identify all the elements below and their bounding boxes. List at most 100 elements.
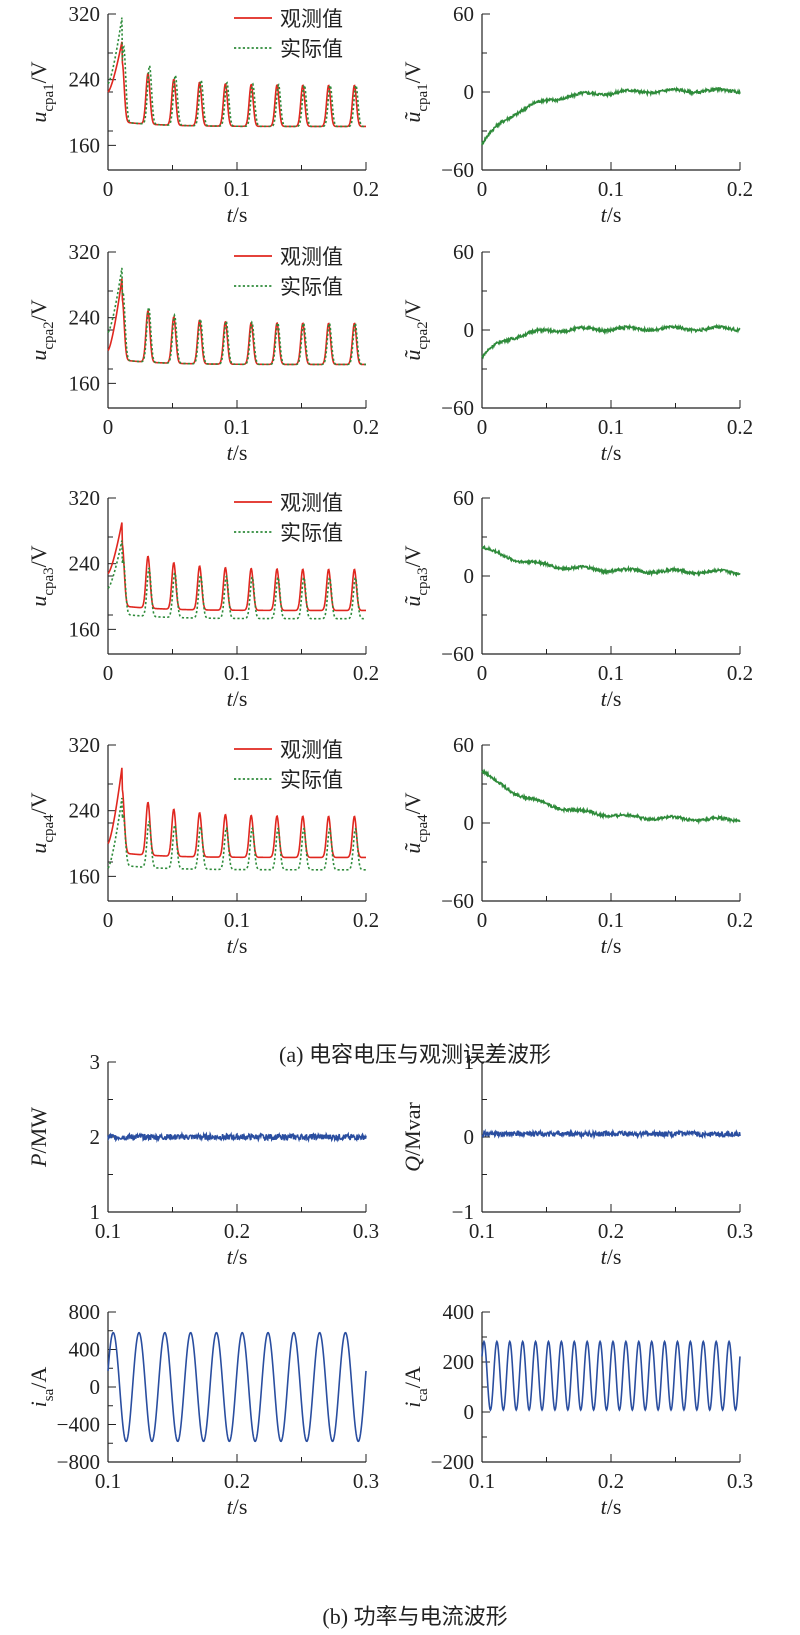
y-tick-label: −60 xyxy=(441,158,474,182)
y-tick-label: 320 xyxy=(69,486,101,510)
x-tick-label: 0 xyxy=(103,177,114,201)
x-tick-label: 0.3 xyxy=(353,1219,379,1243)
series-line-signal xyxy=(107,1331,367,1443)
x-tick-label: 0 xyxy=(103,415,114,439)
series-line-signal xyxy=(107,1130,367,1143)
x-tick-label: 0.1 xyxy=(598,415,624,439)
y-axis-label: ica/A xyxy=(400,1366,431,1408)
series-line-signal xyxy=(481,768,741,825)
y-tick-label: 320 xyxy=(69,240,101,264)
x-axis-label: t/s xyxy=(601,933,622,958)
y-tick-label: 160 xyxy=(69,133,101,157)
series-line-signal xyxy=(481,1339,741,1412)
y-axis-label: ucpa2/V xyxy=(26,299,57,360)
y-tick-label: 0 xyxy=(464,811,475,835)
x-tick-label: 0.2 xyxy=(727,661,753,685)
legend-label: 观测值 xyxy=(280,7,343,31)
x-tick-label: 0.2 xyxy=(727,415,753,439)
x-tick-label: 0.1 xyxy=(224,177,250,201)
y-tick-label: 200 xyxy=(443,1350,475,1374)
x-axis-label: t/s xyxy=(227,1244,248,1269)
x-tick-label: 0 xyxy=(103,661,114,685)
y-tick-label: −400 xyxy=(57,1413,100,1437)
legend-label: 观测值 xyxy=(280,245,343,269)
y-tick-label: 1 xyxy=(90,1200,101,1224)
x-axis-label: t/s xyxy=(227,202,248,227)
y-tick-label: 240 xyxy=(69,68,101,92)
y-axis-label: ũcpa4/V xyxy=(400,792,431,853)
y-axis-label: ucpa4/V xyxy=(26,792,57,853)
y-tick-label: 240 xyxy=(69,552,101,576)
caption-b: (b) 功率与电流波形 xyxy=(322,1604,507,1629)
x-tick-label: 0 xyxy=(103,908,114,932)
x-axis-label: t/s xyxy=(601,440,622,465)
x-tick-label: 0.2 xyxy=(353,177,379,201)
x-tick-label: 0.2 xyxy=(598,1219,624,1243)
y-tick-label: −800 xyxy=(57,1450,100,1474)
x-axis-label: t/s xyxy=(227,1494,248,1519)
chart-Q: −1 0 1 0.1 0.2 0.3 t/s Q/Mvar xyxy=(400,1050,753,1269)
chart-P: 1 2 3 0.1 0.2 0.3 t/s P/MW xyxy=(26,1050,379,1269)
legend-label: 实际值 xyxy=(280,768,343,792)
y-tick-label: 160 xyxy=(69,864,101,888)
series-line-actual xyxy=(107,267,366,366)
y-tick-label: 320 xyxy=(69,2,101,26)
series-line-actual xyxy=(107,797,366,871)
series-line-actual xyxy=(107,17,366,128)
y-tick-label: 2 xyxy=(90,1125,101,1149)
x-tick-label: 0 xyxy=(477,661,488,685)
y-tick-label: −1 xyxy=(452,1200,474,1224)
y-tick-label: −200 xyxy=(431,1450,474,1474)
y-tick-label: 60 xyxy=(453,733,474,757)
caption-a: (a) 电容电压与观测误差波形 xyxy=(279,1042,551,1067)
series-line-signal xyxy=(481,544,741,578)
x-tick-label: 0.3 xyxy=(727,1469,753,1493)
y-tick-label: 60 xyxy=(453,240,474,264)
y-axis-label: P/MW xyxy=(26,1107,51,1168)
x-tick-label: 0.2 xyxy=(224,1219,250,1243)
y-tick-label: 0 xyxy=(464,1125,475,1149)
series-line-signal xyxy=(481,323,741,360)
y-axis-label: isa/A xyxy=(26,1367,57,1408)
x-tick-label: 0.1 xyxy=(224,415,250,439)
x-tick-label: 0.1 xyxy=(598,177,624,201)
y-tick-label: 0 xyxy=(464,80,475,104)
y-tick-label: 400 xyxy=(69,1338,101,1362)
y-tick-label: 1 xyxy=(464,1050,475,1074)
chart-isa: −800 −400 0 400 800 0.1 0.2 0.3 t/s isa/A xyxy=(26,1300,379,1519)
y-tick-label: 320 xyxy=(69,733,101,757)
y-axis-label: Q/Mvar xyxy=(400,1101,425,1171)
y-axis-label: ucpa3/V xyxy=(26,545,57,606)
y-tick-label: 240 xyxy=(69,799,101,823)
x-tick-label: 0.3 xyxy=(353,1469,379,1493)
x-tick-label: 0.1 xyxy=(95,1469,121,1493)
x-tick-label: 0.1 xyxy=(469,1469,495,1493)
y-tick-label: 800 xyxy=(69,1300,101,1324)
y-tick-label: 60 xyxy=(453,486,474,510)
y-tick-label: 0 xyxy=(464,1400,475,1424)
y-tick-label: −60 xyxy=(441,889,474,913)
x-tick-label: 0.1 xyxy=(224,908,250,932)
x-axis-label: t/s xyxy=(601,1244,622,1269)
x-tick-label: 0.2 xyxy=(353,908,379,932)
x-axis-label: t/s xyxy=(227,440,248,465)
y-tick-label: 0 xyxy=(464,564,475,588)
x-tick-label: 0.3 xyxy=(727,1219,753,1243)
series-line-observed xyxy=(107,767,366,859)
series-line-actual xyxy=(107,540,366,620)
legend-label: 实际值 xyxy=(280,37,343,61)
y-tick-label: 160 xyxy=(69,371,101,395)
x-tick-label: 0.2 xyxy=(598,1469,624,1493)
y-tick-label: 240 xyxy=(69,306,101,330)
x-tick-label: 0.2 xyxy=(353,661,379,685)
x-tick-label: 0 xyxy=(477,415,488,439)
